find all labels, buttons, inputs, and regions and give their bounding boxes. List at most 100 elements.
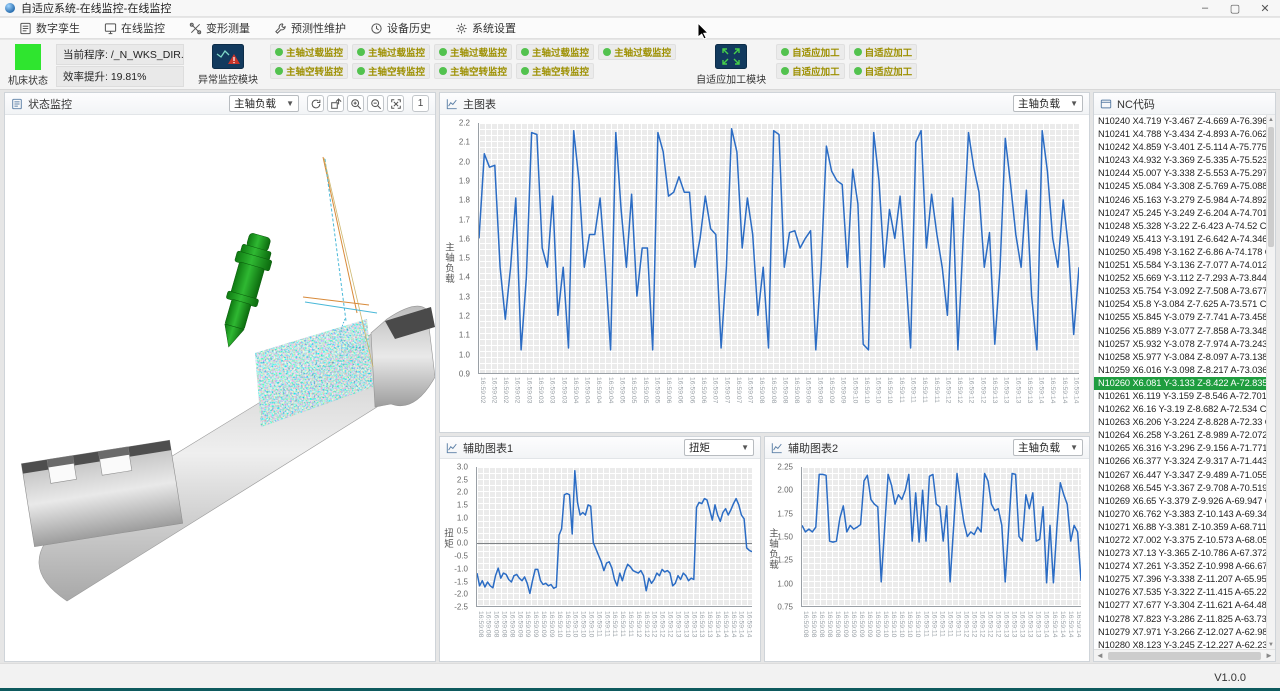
adaptive-machining-button[interactable]: 自适应加工 [776, 44, 845, 60]
nc-horizontal-scrollbar[interactable]: ◄ ► [1094, 649, 1275, 661]
spindle-idle-monitor-button[interactable]: 主轴空转监控 [516, 63, 594, 79]
chevron-down-icon: ▼ [286, 99, 294, 108]
scroll-right-icon[interactable]: ► [1263, 651, 1275, 660]
nc-line[interactable]: N10265 X6.316 Y-3.296 Z-9.156 A-71.771 [1094, 442, 1266, 455]
nc-line[interactable]: N10240 X4.719 Y-3.467 Z-4.669 A-76.396 [1094, 115, 1266, 128]
workpiece-3d-scene [5, 115, 435, 661]
chevron-down-icon: ▼ [741, 443, 749, 452]
menu-item-deform-measure[interactable]: 变形测量 [180, 18, 259, 38]
spindle-overload-monitor-button[interactable]: 主轴过载监控 [352, 44, 430, 60]
nc-line[interactable]: N10275 X7.396 Y-3.338 Z-11.207 A-65.95 [1094, 573, 1266, 586]
viewer-title: 状态监控 [28, 96, 72, 112]
chevron-down-icon: ▼ [1070, 99, 1078, 108]
nc-line[interactable]: N10251 X5.584 Y-3.136 Z-7.077 A-74.012 [1094, 259, 1266, 272]
nc-line[interactable]: N10244 X5.007 Y-3.338 Z-5.553 A-75.297 [1094, 167, 1266, 180]
nc-line[interactable]: N10268 X6.545 Y-3.367 Z-9.708 A-70.519 [1094, 482, 1266, 495]
nc-line[interactable]: N10246 X5.163 Y-3.279 Z-5.984 A-74.892 [1094, 194, 1266, 207]
adaptive-machining-button[interactable]: 自适应加工 [776, 63, 845, 79]
status-dot-icon [781, 67, 789, 75]
aux1-y-axis-ticks: 3.02.52.01.51.00.50.0-0.5-1.0-1.5-2.0-2.… [440, 467, 472, 607]
maximize-button[interactable]: ▢ [1220, 0, 1250, 16]
nc-line[interactable]: N10252 X5.669 Y-3.112 Z-7.293 A-73.844 [1094, 272, 1266, 285]
nc-line[interactable]: N10257 X5.932 Y-3.078 Z-7.974 A-73.243 [1094, 338, 1266, 351]
spindle-idle-monitor-button[interactable]: 主轴空转监控 [270, 63, 348, 79]
nc-line[interactable]: N10254 X5.8 Y-3.084 Z-7.625 A-73.571 C [1094, 298, 1266, 311]
rotate-view-icon [330, 98, 342, 110]
title-bar: 自适应系统-在线监控-在线监控 – ▢ ✕ [0, 0, 1280, 17]
nc-line[interactable]: N10258 X5.977 Y-3.084 Z-8.097 A-73.138 [1094, 351, 1266, 364]
aux-chart1-plot[interactable] [476, 467, 752, 607]
scroll-up-icon[interactable]: ▲ [1267, 115, 1275, 124]
viewer-signal-select[interactable]: 主轴负载 ▼ [229, 95, 299, 112]
reset-view-button[interactable] [307, 95, 324, 112]
nc-panel-title: NC代码 [1117, 96, 1155, 112]
nc-line[interactable]: N10263 X6.206 Y-3.224 Z-8.828 A-72.33 C [1094, 416, 1266, 429]
nc-line[interactable]: N10253 X5.754 Y-3.092 Z-7.508 A-73.677 [1094, 285, 1266, 298]
spindle-overload-monitor-button[interactable]: 主轴过载监控 [270, 44, 348, 60]
nc-line[interactable]: N10269 X6.65 Y-3.379 Z-9.926 A-69.947 C [1094, 495, 1266, 508]
aux-chart2-signal-select[interactable]: 主轴负载 ▼ [1013, 439, 1083, 456]
main-chart-plot[interactable] [478, 123, 1079, 374]
nc-line[interactable]: N10280 X8.123 Y-3.245 Z-12.227 A-62.23 [1094, 639, 1266, 649]
nc-line[interactable]: N10247 X5.245 Y-3.249 Z-6.204 A-74.701 [1094, 207, 1266, 220]
nc-line[interactable]: N10259 X6.016 Y-3.098 Z-8.217 A-73.036 [1094, 364, 1266, 377]
adaptive-machining-button[interactable]: 自适应加工 [849, 44, 918, 60]
nc-line[interactable]: N10270 X6.762 Y-3.383 Z-10.143 A-69.34 [1094, 508, 1266, 521]
nc-line[interactable]: N10273 X7.13 Y-3.365 Z-10.786 A-67.372 [1094, 547, 1266, 560]
nc-line[interactable]: N10242 X4.859 Y-3.401 Z-5.114 A-75.775 [1094, 141, 1266, 154]
aux-chart2-plot[interactable] [801, 467, 1081, 607]
nc-line[interactable]: N10261 X6.119 Y-3.159 Z-8.546 A-72.701 [1094, 390, 1266, 403]
3d-model-view[interactable] [5, 115, 435, 661]
nc-line[interactable]: N10249 X5.413 Y-3.191 Z-6.642 A-74.346 [1094, 233, 1266, 246]
nc-line[interactable]: N10271 X6.88 Y-3.381 Z-10.359 A-68.711 [1094, 521, 1266, 534]
nc-vertical-scrollbar[interactable]: ▲ ▼ [1266, 115, 1275, 649]
nc-line[interactable]: N10267 X6.447 Y-3.347 Z-9.489 A-71.055 [1094, 469, 1266, 482]
scroll-down-icon[interactable]: ▼ [1267, 640, 1275, 649]
zoom-level-button[interactable]: 1 [412, 95, 429, 112]
scrollbar-thumb[interactable] [1268, 127, 1274, 247]
nc-line[interactable]: N10276 X7.535 Y-3.322 Z-11.415 A-65.22 [1094, 586, 1266, 599]
menu-item-digital-twin[interactable]: 数字孪生 [10, 18, 89, 38]
adaptive-machining-button[interactable]: 自适应加工 [849, 63, 918, 79]
nc-line[interactable]: N10245 X5.084 Y-3.308 Z-5.769 A-75.088 [1094, 180, 1266, 193]
spindle-overload-monitor-button[interactable]: 主轴过载监控 [434, 44, 512, 60]
rotate-view-button[interactable] [327, 95, 344, 112]
nc-line[interactable]: N10279 X7.971 Y-3.266 Z-12.027 A-62.98 [1094, 626, 1266, 639]
scrollbar-thumb[interactable] [1108, 652, 1261, 660]
aux-chart1-signal-select[interactable]: 扭矩 ▼ [684, 439, 754, 456]
status-dot-icon [439, 67, 447, 75]
zoom-in-button[interactable] [347, 95, 364, 112]
nc-line[interactable]: N10255 X5.845 Y-3.079 Z-7.741 A-73.458 [1094, 311, 1266, 324]
nc-line[interactable]: N10262 X6.16 Y-3.19 Z-8.682 A-72.534 C [1094, 403, 1266, 416]
nc-line[interactable]: N10248 X5.328 Y-3.22 Z-6.423 A-74.52 C [1094, 220, 1266, 233]
zoom-out-button[interactable] [367, 95, 384, 112]
main-chart-signal-select[interactable]: 主轴负载 ▼ [1013, 95, 1083, 112]
spindle-overload-monitor-button[interactable]: 主轴过载监控 [598, 44, 676, 60]
scroll-left-icon[interactable]: ◄ [1094, 651, 1106, 660]
nc-line[interactable]: N10241 X4.788 Y-3.434 Z-4.893 A-76.062 [1094, 128, 1266, 141]
nc-line-selected[interactable]: N10260 X6.081 Y-3.133 Z-8.422 A-72.835 [1094, 377, 1266, 390]
menu-item-predictive-maintenance[interactable]: 预测性维护 [265, 18, 355, 38]
minimize-button[interactable]: – [1190, 0, 1220, 16]
nc-line[interactable]: N10274 X7.261 Y-3.352 Z-10.998 A-66.67 [1094, 560, 1266, 573]
menu-item-system-settings[interactable]: 系统设置 [446, 18, 525, 38]
spindle-idle-monitor-button[interactable]: 主轴空转监控 [434, 63, 512, 79]
nc-line[interactable]: N10264 X6.258 Y-3.261 Z-8.989 A-72.072 [1094, 429, 1266, 442]
nc-line[interactable]: N10256 X5.889 Y-3.077 Z-7.858 A-73.348 [1094, 325, 1266, 338]
nc-line[interactable]: N10277 X7.677 Y-3.304 Z-11.621 A-64.48 [1094, 599, 1266, 612]
nc-line[interactable]: N10250 X5.498 Y-3.162 Z-6.86 A-74.178 C [1094, 246, 1266, 259]
menu-item-device-history[interactable]: 设备历史 [361, 18, 440, 38]
spindle-overload-monitor-button[interactable]: 主轴过载监控 [516, 44, 594, 60]
spindle-idle-monitor-button[interactable]: 主轴空转监控 [352, 63, 430, 79]
close-button[interactable]: ✕ [1250, 0, 1280, 16]
menu-item-online-monitor[interactable]: 在线监控 [95, 18, 174, 38]
nc-code-list[interactable]: N10240 X4.719 Y-3.467 Z-4.669 A-76.396N1… [1094, 115, 1266, 649]
nc-line[interactable]: N10243 X4.932 Y-3.369 Z-5.335 A-75.523 [1094, 154, 1266, 167]
nc-line[interactable]: N10278 X7.823 Y-3.286 Z-11.825 A-63.73 [1094, 613, 1266, 626]
fit-view-button[interactable] [387, 95, 404, 112]
chevron-down-icon: ▼ [1070, 443, 1078, 452]
line-chart-icon [446, 442, 458, 454]
nc-line[interactable]: N10266 X6.377 Y-3.324 Z-9.317 A-71.443 [1094, 455, 1266, 468]
nc-line[interactable]: N10272 X7.002 Y-3.375 Z-10.573 A-68.05 [1094, 534, 1266, 547]
fit-view-icon [390, 98, 402, 110]
